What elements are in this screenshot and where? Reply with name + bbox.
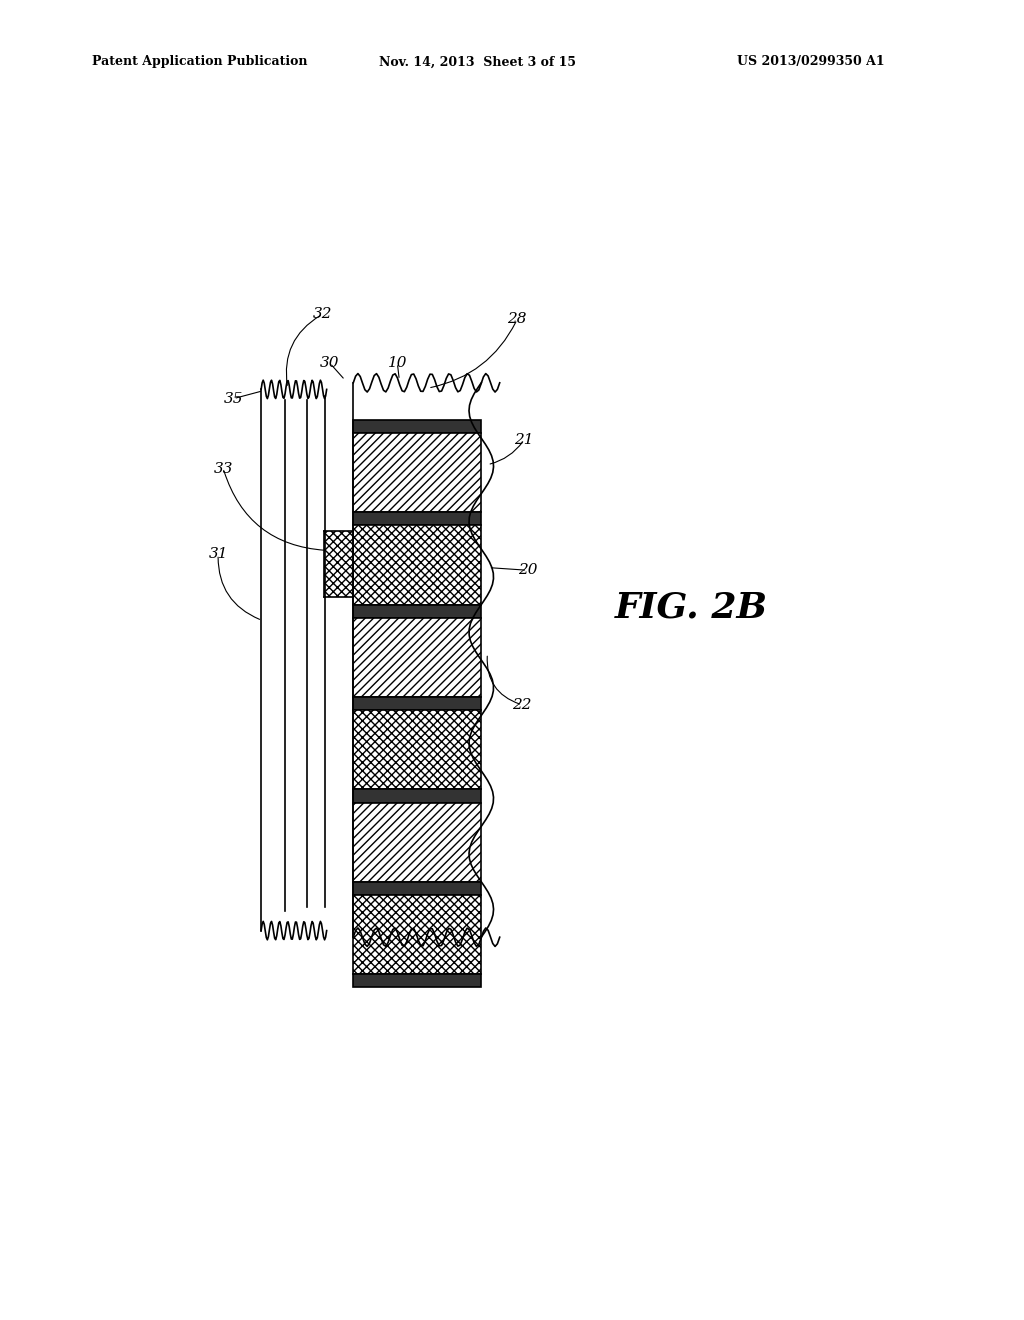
Text: 35: 35: [223, 392, 244, 405]
Bar: [353, 895, 481, 974]
Text: 30: 30: [319, 356, 340, 370]
Bar: [353, 512, 481, 525]
Bar: [353, 525, 481, 605]
Text: FIG. 2B: FIG. 2B: [614, 590, 767, 624]
Text: Patent Application Publication: Patent Application Publication: [92, 55, 307, 69]
Bar: [353, 882, 481, 895]
Bar: [353, 789, 481, 803]
Text: Nov. 14, 2013  Sheet 3 of 15: Nov. 14, 2013 Sheet 3 of 15: [379, 55, 575, 69]
Text: 33: 33: [213, 462, 233, 475]
Bar: [353, 710, 481, 789]
Text: 22: 22: [512, 698, 532, 711]
Bar: [324, 531, 353, 597]
Text: US 2013/0299350 A1: US 2013/0299350 A1: [737, 55, 885, 69]
Bar: [353, 803, 481, 882]
Bar: [353, 697, 481, 710]
Text: 31: 31: [208, 548, 228, 561]
Text: 21: 21: [514, 433, 535, 446]
Text: 10: 10: [387, 356, 408, 370]
Text: 32: 32: [312, 308, 333, 321]
Bar: [353, 618, 481, 697]
Bar: [353, 420, 481, 433]
Text: 28: 28: [507, 313, 527, 326]
Text: 20: 20: [517, 564, 538, 577]
Bar: [353, 433, 481, 512]
Bar: [353, 605, 481, 618]
Bar: [353, 974, 481, 987]
